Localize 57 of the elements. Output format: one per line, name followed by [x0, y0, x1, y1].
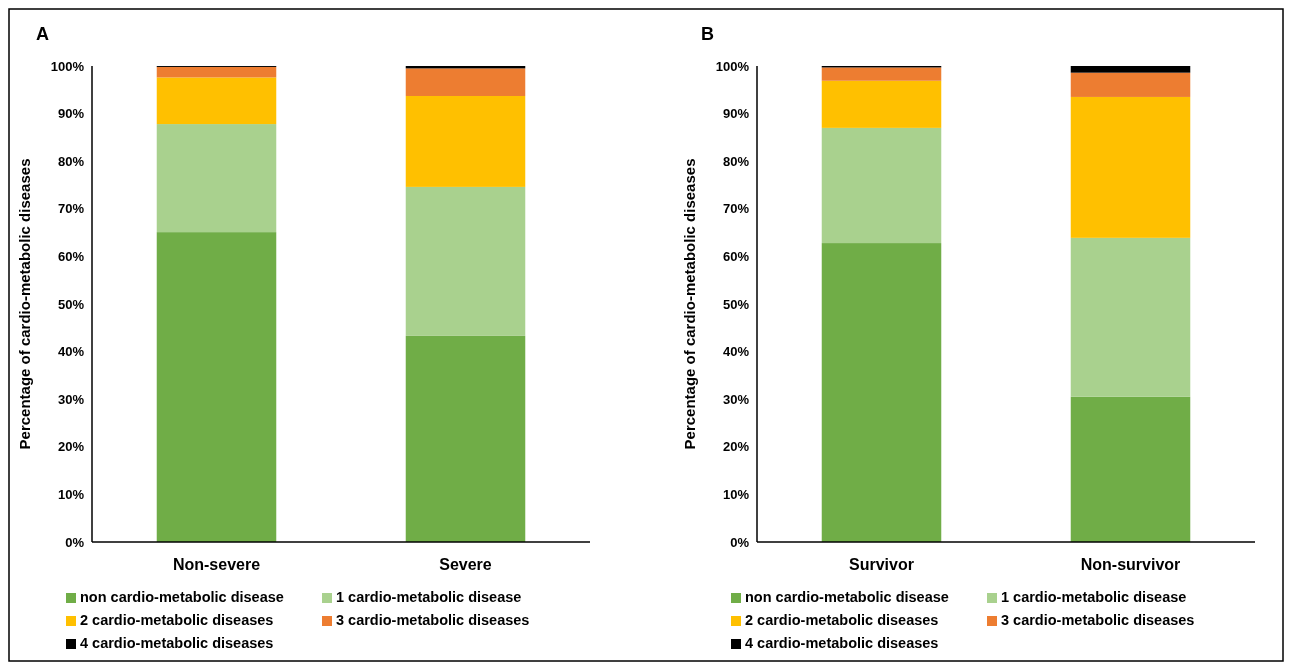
y-tick-label: 80% — [722, 153, 750, 169]
y-tick-label: 100% — [715, 58, 750, 74]
y-axis-title: Percentage of cardio-metabolic diseases — [681, 158, 698, 450]
y-tick-label: 0% — [730, 534, 750, 550]
y-tick-label: 60% — [57, 248, 85, 264]
y-tick-label: 0% — [65, 534, 85, 550]
y-tick-label: 40% — [57, 344, 85, 360]
bar — [405, 186, 526, 336]
legend-label: 2 cardio-metabolic diseases — [80, 612, 274, 628]
bar — [405, 68, 526, 96]
y-tick-label: 10% — [722, 486, 750, 502]
bar — [1070, 72, 1191, 97]
legend-label: non cardio-metabolic disease — [745, 589, 949, 605]
y-tick-label: 50% — [722, 296, 750, 312]
y-tick-label: 30% — [722, 391, 750, 407]
chart-title: B — [701, 24, 714, 44]
bar — [1070, 96, 1191, 238]
bar — [821, 127, 942, 244]
y-tick-label: 90% — [57, 106, 85, 122]
legend-label: 2 cardio-metabolic diseases — [745, 612, 939, 628]
legend-label: non cardio-metabolic disease — [80, 589, 284, 605]
bar — [1070, 237, 1191, 397]
chart-title: A — [36, 24, 49, 44]
bar — [405, 335, 526, 542]
x-tick-label: Survivor — [849, 556, 914, 573]
x-tick-label: Severe — [439, 556, 492, 573]
bar — [156, 66, 277, 78]
legend-label: 1 cardio-metabolic disease — [336, 589, 522, 605]
y-tick-label: 60% — [722, 248, 750, 264]
y-tick-label: 20% — [722, 439, 750, 455]
y-tick-label: 10% — [57, 486, 85, 502]
bar — [821, 243, 942, 542]
bar — [156, 232, 277, 542]
legend-label: 3 cardio-metabolic diseases — [336, 612, 530, 628]
y-tick-label: 90% — [722, 106, 750, 122]
y-axis-title: Percentage of cardio-metabolic diseases — [16, 158, 33, 450]
legend-label: 1 cardio-metabolic disease — [1001, 589, 1187, 605]
y-tick-label: 70% — [57, 201, 85, 217]
bar — [1070, 66, 1191, 73]
y-tick-label: 80% — [57, 153, 85, 169]
y-tick-label: 40% — [722, 344, 750, 360]
bar — [405, 95, 526, 187]
legend-label: 3 cardio-metabolic diseases — [1001, 612, 1195, 628]
y-tick-label: 70% — [722, 201, 750, 217]
bar — [821, 67, 942, 81]
x-tick-label: Non-severe — [172, 556, 261, 573]
legend-label: 4 cardio-metabolic diseases — [745, 635, 939, 651]
y-tick-label: 100% — [50, 58, 85, 74]
y-tick-label: 30% — [57, 391, 85, 407]
bar — [821, 80, 942, 128]
bar — [156, 77, 277, 125]
bar — [1070, 396, 1191, 542]
y-tick-label: 50% — [57, 296, 85, 312]
x-tick-label: Non-survivor — [1080, 556, 1181, 573]
legend-label: 4 cardio-metabolic diseases — [80, 635, 274, 651]
y-tick-label: 20% — [57, 439, 85, 455]
bar — [156, 124, 277, 233]
